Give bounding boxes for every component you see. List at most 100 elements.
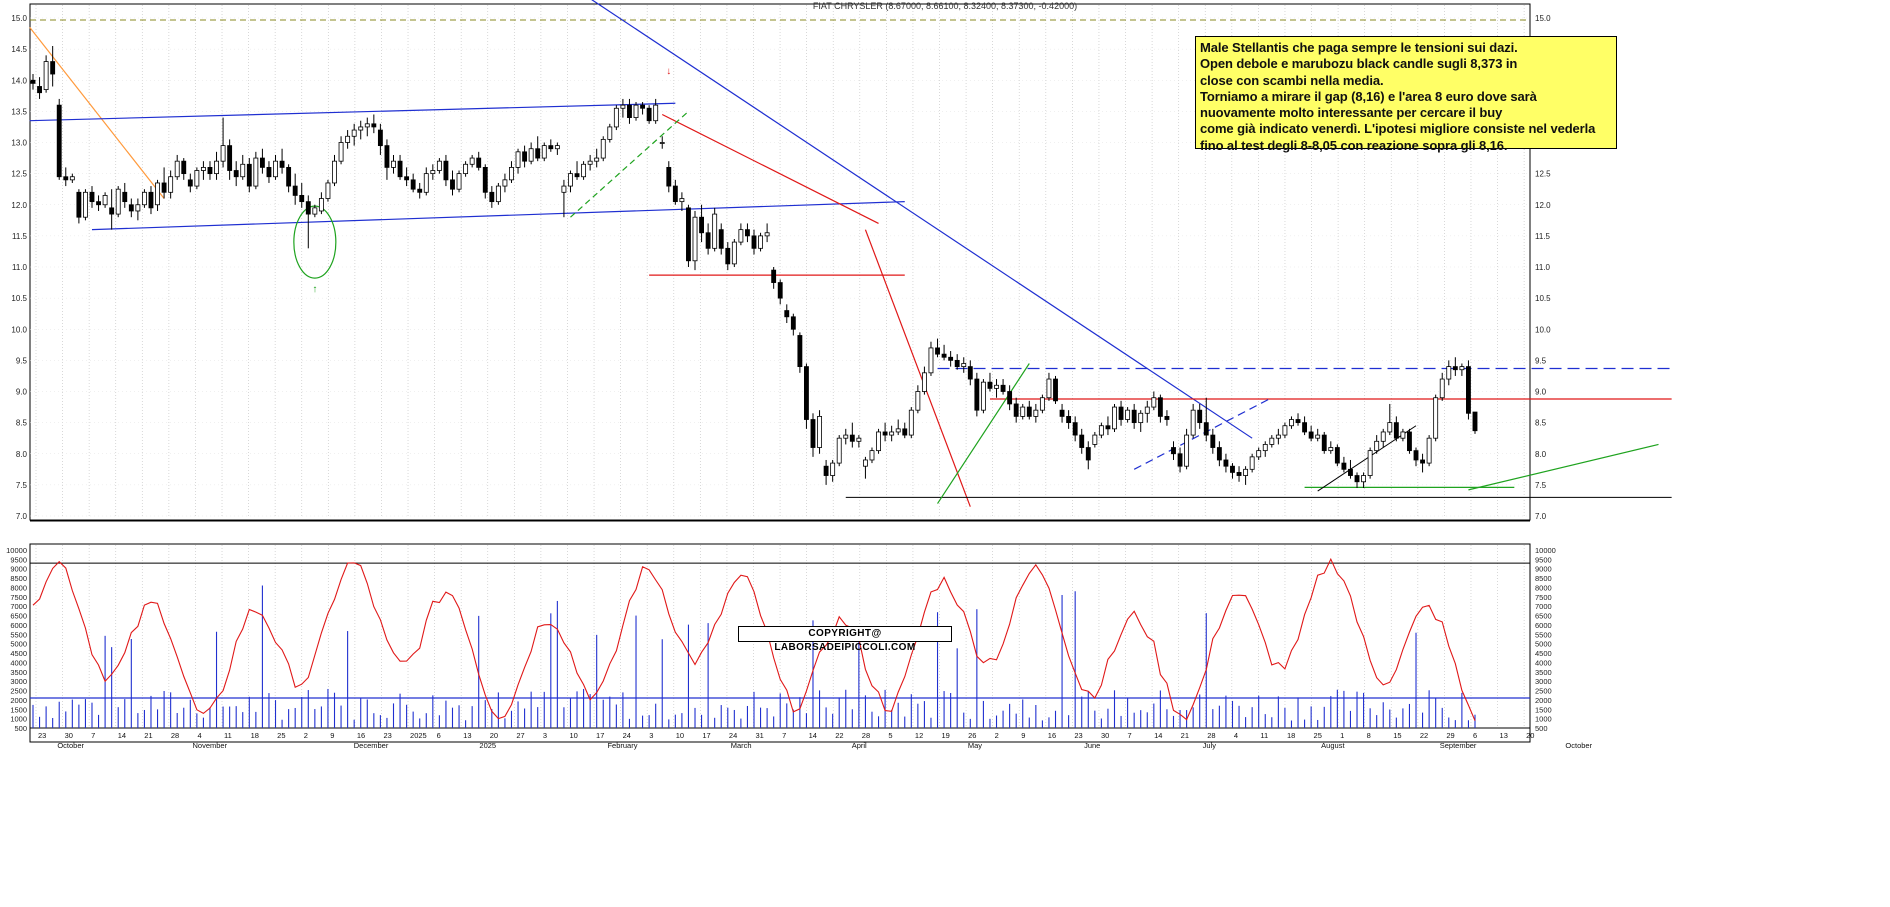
x-tick-label: 1 <box>1340 731 1344 740</box>
y-tick-label: 8.0 <box>16 450 28 459</box>
candle-body <box>253 157 259 187</box>
candle-body <box>1118 406 1124 420</box>
y-tick-label: 11.5 <box>12 232 28 241</box>
candle-body <box>502 179 508 187</box>
candle-body <box>345 135 351 143</box>
volume-tick-label: 5500 <box>1535 630 1552 639</box>
candle-body <box>292 185 298 196</box>
candle-body <box>417 188 423 193</box>
uptrend-green-right <box>1468 443 1659 491</box>
volume-tick-label: 3500 <box>1535 668 1552 677</box>
y-tick-label: 7.0 <box>1535 512 1547 521</box>
y-tick-label: 7.5 <box>1535 481 1547 490</box>
candle-body <box>1105 425 1111 430</box>
candle-body <box>1177 453 1183 467</box>
candle-body <box>476 157 482 168</box>
candle-body <box>718 229 724 249</box>
candle-body <box>1380 431 1386 442</box>
candle-body <box>902 428 908 436</box>
candle-body <box>653 104 659 122</box>
note-line: fino al test degli 8-8,05 con reazione s… <box>1200 137 1508 153</box>
candle-body <box>1439 378 1445 399</box>
candle-body <box>30 79 36 84</box>
candle-body <box>1466 366 1471 414</box>
candle-body <box>482 166 488 193</box>
volume-tick-label: 5500 <box>10 630 27 639</box>
candle-body <box>1000 384 1006 392</box>
volume-tick-label: 2500 <box>1535 687 1552 696</box>
candle-body <box>456 173 462 190</box>
x-tick-label: 14 <box>1154 731 1162 740</box>
x-tick-label: 3 <box>649 731 653 740</box>
candle-body <box>679 198 685 203</box>
candle-body <box>63 176 69 181</box>
volume-tick-label: 1000 <box>10 715 27 724</box>
candle-body <box>1367 450 1373 476</box>
x-tick-label: 7 <box>782 731 786 740</box>
chart-title: FIAT CHRYSLER (8.67000, 8.66100, 8.32400… <box>812 1 1078 11</box>
y-tick-label: 12.0 <box>11 201 27 210</box>
y-tick-label: 8.5 <box>16 419 28 428</box>
candle-body <box>1125 409 1131 420</box>
volume-tick-label: 4000 <box>1535 658 1552 667</box>
candle-body <box>1315 434 1321 439</box>
candle-body <box>56 104 62 178</box>
candle-body <box>364 123 370 128</box>
candle-body <box>1407 431 1412 452</box>
x-tick-label: 30 <box>1101 731 1109 740</box>
x-tick-label: 4 <box>1234 731 1238 740</box>
candle-body <box>1171 447 1176 455</box>
candle-body <box>1053 378 1058 402</box>
x-tick-label: 27 <box>516 731 524 740</box>
candle-body <box>1328 447 1334 452</box>
volume-tick-label: 10000 <box>6 546 27 555</box>
y-tick-label: 12.0 <box>1535 201 1551 210</box>
volume-tick-label: 500 <box>1535 724 1548 733</box>
volume-tick-label: 7500 <box>10 593 27 602</box>
y-tick-label: 7.5 <box>16 481 28 490</box>
x-tick-label: 22 <box>835 731 843 740</box>
candle-body <box>1216 447 1222 461</box>
x-tick-label: 17 <box>702 731 710 740</box>
x-tick-label: 9 <box>330 731 334 740</box>
x-tick-label: 28 <box>862 731 870 740</box>
x-tick-label: 23 <box>383 731 391 740</box>
candle-body <box>1426 437 1432 464</box>
channel-bottom-blue <box>91 201 905 231</box>
x-tick-label: 12 <box>915 731 923 740</box>
y-tick-label: 10.5 <box>1535 294 1551 303</box>
candle-body <box>1184 434 1190 467</box>
x-month-label: April <box>852 741 867 750</box>
x-tick-label: 22 <box>1420 731 1428 740</box>
y-tick-label: 14.5 <box>11 45 27 54</box>
y-tick-label: 9.0 <box>1535 388 1547 397</box>
y-tick-label: 10.5 <box>11 294 27 303</box>
x-month-label: July <box>1203 741 1217 750</box>
candle-body <box>1269 437 1275 445</box>
candle-body <box>646 107 652 122</box>
candle-body <box>135 204 141 212</box>
candle-body <box>384 145 390 168</box>
candle-body <box>358 126 364 131</box>
candle-body <box>928 347 934 374</box>
channel-top-blue <box>29 102 676 122</box>
x-month-label: February <box>607 741 637 750</box>
volume-tick-label: 9500 <box>10 555 27 564</box>
candle-body <box>1361 475 1367 483</box>
candle-body <box>1321 434 1327 452</box>
candle-body <box>174 160 180 178</box>
candle-body <box>436 160 442 171</box>
x-tick-label: 10 <box>569 731 577 740</box>
volume-tick-label: 7000 <box>10 602 27 611</box>
candle-body <box>89 191 95 203</box>
candle-body <box>1033 409 1039 417</box>
volume-tick-label: 8500 <box>10 574 27 583</box>
candle-body <box>849 434 855 442</box>
candle-body <box>1236 472 1242 476</box>
candle-body <box>1046 378 1052 399</box>
x-tick-label: 18 <box>251 731 259 740</box>
candle-body <box>305 201 311 215</box>
x-tick-label: 7 <box>91 731 95 740</box>
breakdown-red <box>864 229 971 507</box>
